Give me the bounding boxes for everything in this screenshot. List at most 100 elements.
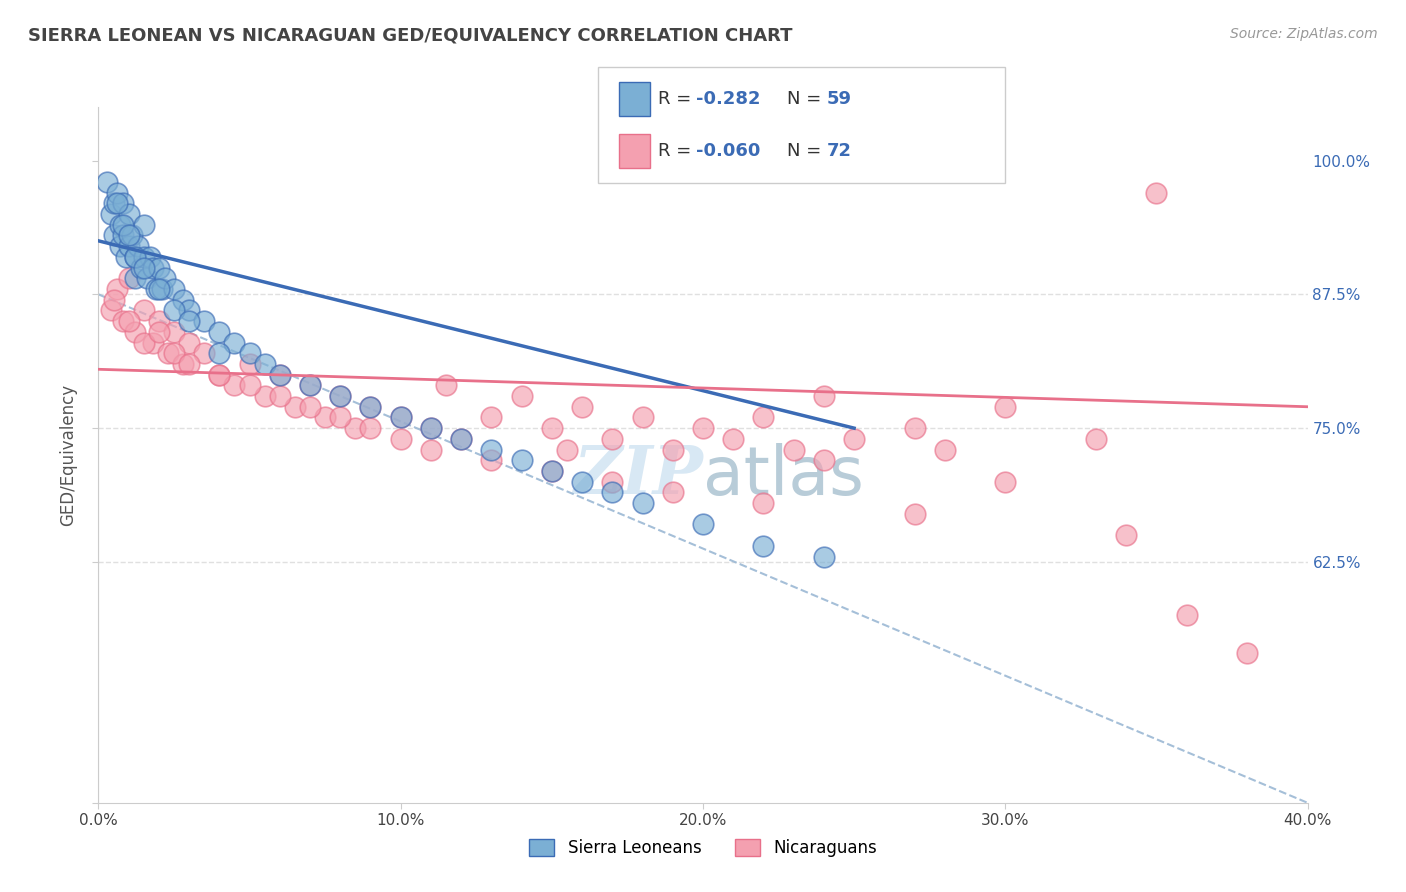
Point: [299, 378, 322, 392]
Point: [145, 282, 167, 296]
Point: [129, 260, 152, 275]
Point: [450, 432, 472, 446]
Point: [105, 196, 128, 211]
Point: [540, 421, 562, 435]
Text: Source: ZipAtlas.com: Source: ZipAtlas.com: [1230, 27, 1378, 41]
Text: -0.282: -0.282: [696, 90, 761, 108]
Point: [156, 346, 179, 360]
Point: [118, 239, 141, 253]
Point: [571, 475, 593, 489]
Point: [360, 400, 382, 414]
Point: [692, 421, 714, 435]
Point: [253, 389, 276, 403]
Point: [904, 421, 927, 435]
Y-axis label: GED/Equivalency: GED/Equivalency: [59, 384, 77, 526]
Point: [172, 357, 194, 371]
Point: [481, 442, 503, 457]
Point: [389, 432, 412, 446]
Point: [148, 325, 170, 339]
Text: atlas: atlas: [703, 442, 863, 508]
Point: [813, 389, 835, 403]
Point: [540, 464, 562, 478]
Point: [389, 410, 412, 425]
Point: [360, 400, 382, 414]
Point: [148, 260, 170, 275]
Point: [602, 475, 624, 489]
Point: [208, 368, 231, 382]
Point: [105, 282, 128, 296]
Point: [481, 410, 503, 425]
Point: [148, 282, 170, 296]
Point: [103, 196, 125, 211]
Point: [269, 368, 291, 382]
Text: N =: N =: [787, 142, 827, 160]
Point: [111, 228, 134, 243]
Point: [540, 464, 562, 478]
Point: [108, 239, 131, 253]
Point: [239, 357, 262, 371]
Point: [752, 410, 775, 425]
Point: [111, 196, 134, 211]
Point: [224, 378, 246, 392]
Point: [103, 293, 125, 307]
Point: [100, 303, 122, 318]
Point: [132, 260, 155, 275]
Point: [481, 453, 503, 467]
Point: [142, 260, 165, 275]
Point: [1115, 528, 1137, 542]
Point: [208, 325, 231, 339]
Point: [150, 282, 173, 296]
Point: [420, 442, 443, 457]
Point: [661, 442, 683, 457]
Point: [111, 218, 134, 232]
Point: [96, 175, 118, 189]
Point: [420, 421, 443, 435]
Point: [571, 400, 593, 414]
Point: [692, 517, 714, 532]
Point: [752, 496, 775, 510]
Point: [121, 228, 143, 243]
Point: [783, 442, 806, 457]
Point: [752, 539, 775, 553]
Point: [108, 218, 131, 232]
Point: [329, 410, 352, 425]
Legend: Sierra Leoneans, Nicaraguans: Sierra Leoneans, Nicaraguans: [523, 832, 883, 864]
Point: [631, 410, 654, 425]
Point: [142, 335, 165, 350]
Point: [124, 271, 146, 285]
Point: [179, 303, 201, 318]
Point: [179, 357, 201, 371]
Point: [510, 453, 533, 467]
Text: -0.060: -0.060: [696, 142, 761, 160]
Point: [135, 271, 157, 285]
Point: [555, 442, 578, 457]
Point: [813, 453, 835, 467]
Point: [994, 400, 1017, 414]
Point: [253, 357, 276, 371]
Point: [434, 378, 457, 392]
Point: [314, 410, 336, 425]
Point: [661, 485, 683, 500]
Point: [994, 475, 1017, 489]
Point: [934, 442, 956, 457]
Point: [148, 314, 170, 328]
Point: [118, 271, 141, 285]
Point: [344, 421, 367, 435]
Point: [124, 325, 146, 339]
Text: R =: R =: [658, 90, 697, 108]
Point: [118, 207, 141, 221]
Point: [114, 250, 136, 264]
Point: [208, 368, 231, 382]
Point: [844, 432, 866, 446]
Point: [269, 389, 291, 403]
Point: [631, 496, 654, 510]
Text: N =: N =: [787, 90, 827, 108]
Point: [132, 218, 155, 232]
Point: [179, 314, 201, 328]
Point: [193, 314, 215, 328]
Point: [100, 207, 122, 221]
Point: [224, 335, 246, 350]
Point: [239, 378, 262, 392]
Point: [1146, 186, 1168, 200]
Point: [360, 421, 382, 435]
